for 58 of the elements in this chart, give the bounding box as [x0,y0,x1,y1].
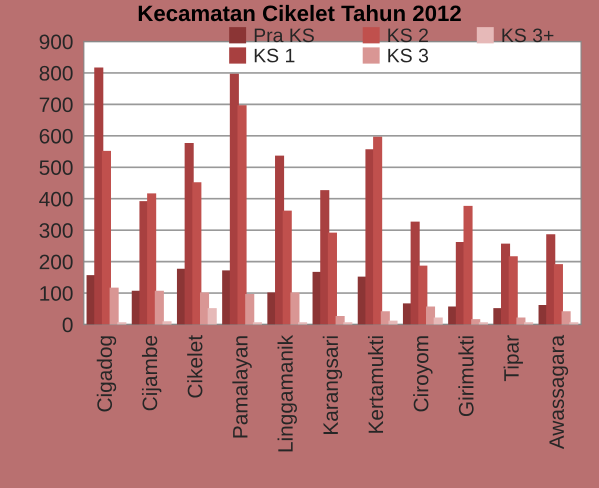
bar [562,311,571,325]
chart-title: Kecamatan Cikelet Tahun 2012 [138,4,461,22]
bar [282,210,292,325]
bar [546,234,556,325]
bar [162,321,172,325]
bar [380,311,390,325]
y-tick-label: 700 [40,97,73,112]
legend-label: KS 3 [388,48,428,62]
bar [434,318,443,325]
x-tick-label: Tipar [504,335,523,382]
legend-label: KS 3+ [502,28,554,42]
y-tick-label: 600 [40,128,73,144]
x-tick-label: Pamalayan [232,336,252,438]
legend-label: KS 1 [254,48,294,62]
x-tick-label: Cikelet [187,335,202,398]
bar [110,288,119,325]
bar [184,142,194,325]
bar [373,136,382,325]
y-tick-label: 400 [39,192,73,206]
bar [410,222,420,325]
y-tick-label: 900 [40,34,73,50]
x-tick-label: Cijambe [142,336,162,410]
legend-label: KS 2 [388,28,428,42]
bar [102,150,111,325]
bar [238,105,247,325]
bar [290,292,300,325]
x-tick-label: Cigadog [96,336,116,412]
y-tick-label: 300 [39,223,73,238]
bar [508,256,518,325]
bar [200,292,210,325]
y-tick-label: 800 [40,66,73,81]
x-tick-label: Linggamanik [278,334,297,452]
x-tick-label: Ciroyom [413,336,433,412]
bar [192,182,202,325]
bar [426,306,436,325]
bar [418,266,428,325]
x-tick-label: Kertamukti [368,336,384,433]
x-tick-label: Girimukti [458,336,474,416]
bar [245,294,254,325]
bar [154,290,164,325]
y-tick-label: 200 [40,254,73,270]
y-tick-label: 0 [62,318,73,332]
bar [464,206,473,325]
bar [328,232,337,325]
bar [94,68,104,325]
bar [320,190,330,325]
y-tick-label: 500 [40,160,73,176]
x-tick-label: Karangsari [322,336,342,434]
bar [516,318,526,325]
bar [388,320,398,325]
bar [471,319,480,325]
legend-label: Pra KS [254,28,314,42]
bar [336,316,345,325]
bar [147,193,156,325]
x-tick-label: Awassagara [549,334,568,450]
bar [554,264,563,325]
y-tick-label: 100 [40,286,73,301]
bar [208,308,217,325]
